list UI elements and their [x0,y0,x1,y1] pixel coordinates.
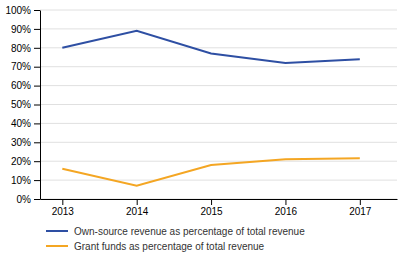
tick-label: 2016 [275,206,298,217]
legend-item: Grant funds as percentage of total reven… [46,241,265,252]
tick: 80% [11,43,40,54]
tick: 10% [11,175,40,186]
tick-label: 70% [11,61,31,72]
tick-label: 20% [11,156,31,167]
tick: 60% [11,80,40,91]
grid [40,10,397,199]
tick-mark [34,67,40,68]
tick: 20% [11,156,40,167]
lines [62,31,360,186]
tick-mark [34,86,40,87]
plot: 2013 2014 2015 2016 2017 0% 10% 20% 30% 40% 50% 60%… [5,5,397,217]
tick: 50% [11,99,40,110]
series-line [62,31,360,63]
tick-mark [211,199,212,205]
tick-label: 2013 [52,206,75,217]
legend-label: Own-source revenue as percentage of tota… [74,226,305,237]
y-axis: 0% 10% 20% 30% 40% 50% 60% 70% 80% 90% 100% [5,5,40,205]
tick-label: 40% [11,118,31,129]
tick-label: 100% [5,5,31,16]
tick-label: 2015 [200,206,223,217]
grid-line [40,47,397,48]
tick-label: 90% [11,24,31,35]
tick: 100% [5,5,40,16]
tick: 2017 [349,199,372,217]
tick-mark [360,199,361,205]
tick: 30% [11,137,40,148]
grid-line [40,104,397,105]
grid-line [40,180,397,181]
tick: 90% [11,24,40,35]
tick-mark [34,105,40,106]
tick-mark [62,199,63,205]
axis-line [41,199,398,200]
tick: 70% [11,61,40,72]
tick: 2014 [126,199,149,217]
tick-mark [34,123,40,124]
tick-label: 2014 [126,206,149,217]
grid-line [40,199,397,200]
grid-line [40,123,397,124]
legend-label: Grant funds as percentage of total reven… [74,241,265,252]
legend-swatch [46,230,68,232]
legend: Own-source revenue as percentage of tota… [46,226,305,252]
tick-mark [34,29,40,30]
chart: 2013 2014 2015 2016 2017 0% 10% 20% 30% 40% 50% 60%… [0,0,413,263]
tick-label: 60% [11,80,31,91]
tick: 40% [11,118,40,129]
grid-line [40,85,397,86]
tick: 0% [17,194,40,205]
axis-line [40,11,41,200]
tick: 2016 [275,199,298,217]
legend-item: Own-source revenue as percentage of tota… [46,226,305,237]
legend-swatch [46,245,68,247]
tick-label: 80% [11,43,31,54]
tick-label: 10% [11,175,31,186]
tick-mark [34,48,40,49]
tick-mark [137,199,138,205]
tick-mark [34,10,40,11]
tick-mark [34,180,40,181]
grid-line [40,66,397,67]
tick-mark [285,199,286,205]
grid-line [40,28,397,29]
grid-line [40,142,397,143]
tick-label: 30% [11,137,31,148]
series-line [62,158,360,185]
tick-mark [34,142,40,143]
grid-line [40,161,397,162]
grid-line [40,10,397,11]
tick-label: 2017 [349,206,372,217]
x-axis: 2013 2014 2015 2016 2017 [41,199,398,217]
tick-mark [34,199,40,200]
tick: 2013 [52,199,75,217]
tick-label: 50% [11,99,31,110]
tick-label: 0% [17,194,32,205]
tick-mark [34,161,40,162]
tick: 2015 [200,199,223,217]
